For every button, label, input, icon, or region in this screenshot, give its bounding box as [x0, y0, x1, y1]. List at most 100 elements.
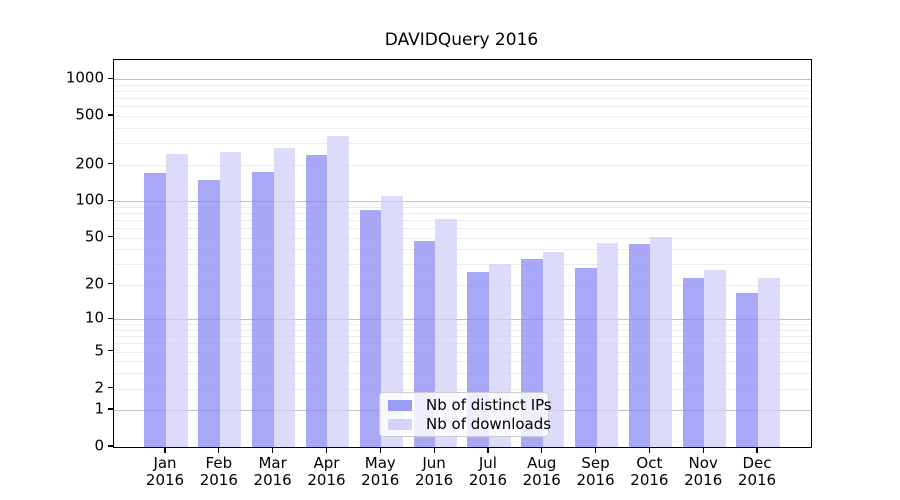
- gridline-minor: [114, 264, 811, 266]
- x-tick-mark: [272, 448, 274, 453]
- bar-downloads-oct: [650, 236, 672, 447]
- y-tick-mark: [108, 77, 113, 79]
- x-tick-year: 2016: [630, 471, 669, 489]
- y-tick-label: 2: [94, 378, 104, 396]
- y-tick-label: 1000: [65, 68, 104, 87]
- gridline-minor: [114, 91, 811, 92]
- gridline-minor: [114, 388, 811, 390]
- bar-distinct-ips-may: [359, 209, 382, 447]
- x-tick-label-oct: Oct 2016: [630, 455, 668, 489]
- y-tick-mark: [108, 236, 113, 238]
- x-tick-month: Sep: [581, 454, 610, 472]
- x-tick-mark: [325, 448, 328, 453]
- gridline-minor: [114, 330, 811, 331]
- x-tick-month: Feb: [205, 454, 233, 472]
- legend-label-distinct-ips: Nb of distinct IPs: [426, 396, 552, 414]
- x-tick-year: 2016: [199, 471, 238, 489]
- y-tick-mark: [108, 349, 113, 352]
- y-tick-mark: [108, 445, 113, 447]
- y-tick-mark: [108, 114, 113, 116]
- bar-distinct-ips-jan: [144, 173, 166, 447]
- bar-distinct-ips-mar: [252, 172, 274, 447]
- x-tick-year: 2016: [415, 471, 454, 489]
- legend-swatch-distinct-ips: [388, 399, 412, 411]
- y-tick-mark: [108, 163, 113, 165]
- x-tick-year: 2016: [522, 471, 561, 489]
- x-tick-mark: [594, 448, 597, 453]
- bar-downloads-nov: [704, 269, 726, 447]
- y-tick-label: 500: [75, 105, 104, 124]
- x-tick-month: Oct: [636, 454, 663, 472]
- gridline-major: [114, 201, 811, 203]
- y-tick-label: 0: [94, 436, 104, 455]
- x-tick-mark: [433, 448, 435, 453]
- legend-item-downloads: Nb of downloads: [388, 416, 551, 432]
- gridline-minor: [114, 249, 811, 251]
- bar-downloads-sep: [596, 243, 619, 447]
- x-tick-month: Mar: [258, 454, 287, 472]
- x-tick-year: 2016: [145, 471, 185, 489]
- gridline-minor: [114, 98, 811, 100]
- gridline-minor: [114, 143, 811, 145]
- x-tick-year: 2016: [576, 471, 615, 489]
- x-tick-year: 2016: [253, 471, 292, 489]
- x-tick-label-feb: Feb 2016: [200, 455, 238, 489]
- y-tick-mark: [108, 199, 113, 201]
- bar-distinct-ips-feb: [198, 179, 220, 447]
- y-tick-label: 10: [84, 308, 104, 327]
- x-tick-mark: [164, 448, 166, 453]
- x-tick-year: 2016: [684, 471, 723, 489]
- x-tick-label-aug: Aug 2016: [523, 455, 561, 489]
- x-tick-month: May: [364, 454, 396, 472]
- bar-downloads-dec: [758, 277, 780, 447]
- y-tick-mark: [108, 386, 113, 389]
- x-tick-mark: [541, 448, 543, 453]
- gridline-major: [114, 79, 811, 81]
- x-tick-month: Jul: [478, 454, 497, 472]
- x-tick-year: 2016: [307, 471, 346, 489]
- gridline-minor: [114, 373, 811, 375]
- x-tick-label-jul: Jul 2016: [469, 455, 507, 489]
- x-tick-mark: [487, 448, 489, 453]
- bar-distinct-ips-oct: [628, 244, 651, 447]
- gridline-minor: [114, 351, 811, 353]
- y-tick-label: 5: [94, 341, 104, 360]
- gridline-minor: [114, 164, 811, 166]
- bar-downloads-feb: [219, 152, 242, 447]
- gridline-minor: [114, 213, 811, 215]
- x-tick-label-apr: Apr 2016: [307, 455, 345, 489]
- gridline-minor: [114, 336, 811, 338]
- gridline-minor: [114, 220, 811, 222]
- x-tick-label-sep: Sep 2016: [576, 455, 614, 489]
- bar-downloads-mar: [273, 147, 296, 447]
- x-tick-month: Aug: [527, 454, 557, 472]
- x-tick-label-dec: Dec 2016: [738, 455, 776, 489]
- gridline-minor: [114, 84, 811, 86]
- x-tick-label-jun: Jun 2016: [415, 455, 453, 489]
- x-tick-month: Apr: [313, 454, 340, 472]
- legend-item-distinct-ips: Nb of distinct IPs: [388, 397, 552, 413]
- y-tick-mark: [108, 283, 113, 285]
- gridline-minor: [114, 115, 811, 117]
- bar-distinct-ips-dec: [736, 293, 758, 447]
- bar-distinct-ips-sep: [574, 267, 597, 447]
- gridline-minor: [114, 324, 811, 326]
- y-tick-label: 200: [75, 154, 104, 173]
- x-tick-year: 2016: [361, 471, 400, 489]
- plot-area: [113, 59, 812, 448]
- x-tick-label-mar: Mar 2016: [254, 455, 292, 489]
- gridline-major: [114, 319, 811, 321]
- gridline-minor: [114, 343, 811, 345]
- chart-title: DAVIDQuery 2016: [384, 30, 539, 50]
- gridline-minor: [114, 237, 811, 239]
- bar-downloads-jun: [435, 219, 457, 447]
- x-tick-label-jan: Jan 2016: [146, 455, 184, 489]
- x-tick-month: Nov: [688, 454, 718, 472]
- y-tick-label: 100: [75, 190, 104, 209]
- gridline-minor: [114, 106, 811, 108]
- gridline-minor: [114, 127, 811, 129]
- bar-distinct-ips-nov: [682, 277, 705, 447]
- y-tick-mark: [108, 317, 113, 319]
- bar-distinct-ips-apr: [305, 154, 328, 447]
- x-tick-month: Jun: [422, 454, 446, 472]
